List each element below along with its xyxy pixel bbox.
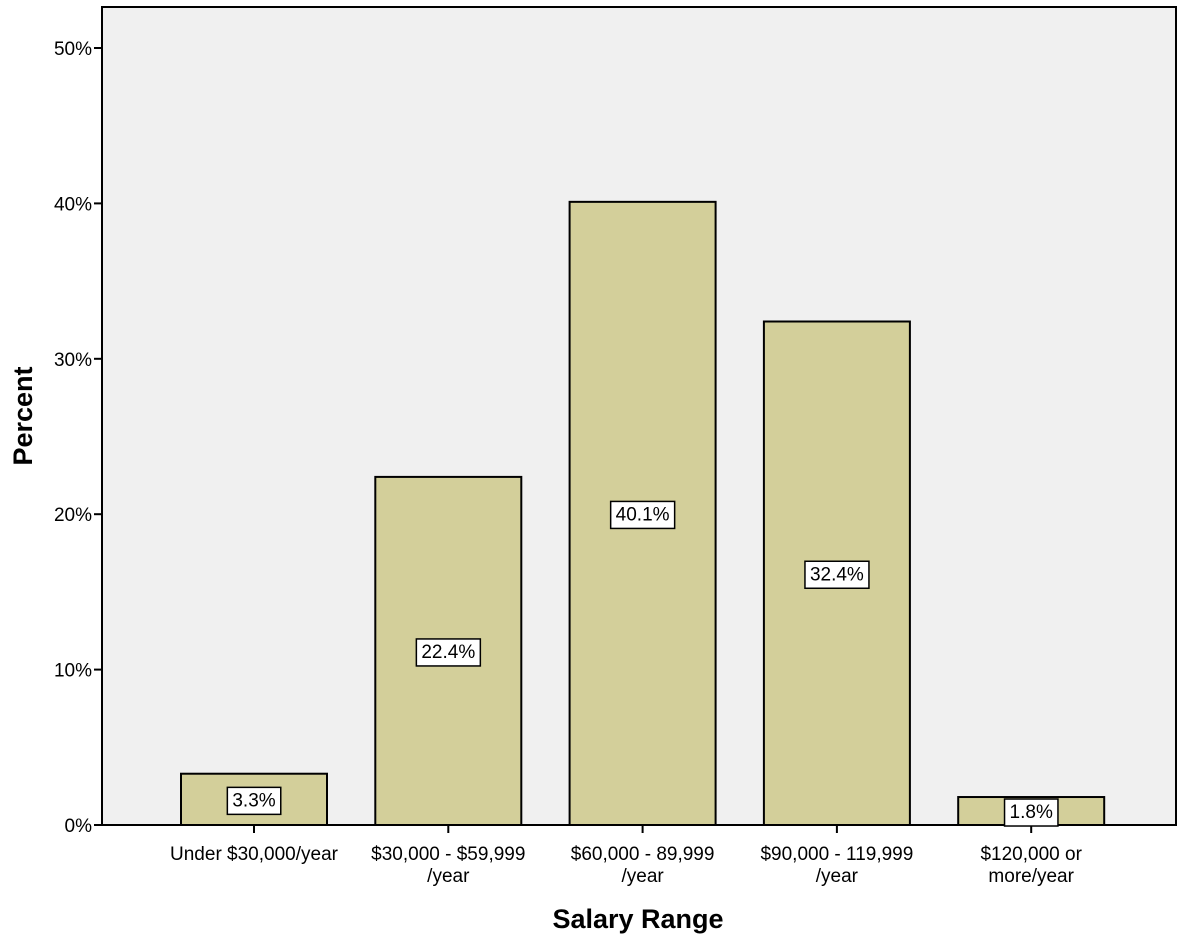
data-label: 1.8% bbox=[1003, 798, 1059, 827]
x-axis: Under $30,000/year $30,000 - $59,999/year… bbox=[170, 825, 1083, 887]
data-label-text: 32.4% bbox=[810, 564, 864, 585]
y-tick-label: 10% bbox=[54, 661, 92, 682]
data-label-box bbox=[226, 786, 282, 816]
data-label-box bbox=[609, 500, 676, 530]
y-axis-title: Percent bbox=[8, 366, 38, 465]
data-label-box bbox=[1003, 798, 1059, 827]
data-label: 32.4% bbox=[804, 560, 870, 590]
y-axis: 0% 10% 20% 30% 40% 50% bbox=[54, 39, 102, 837]
data-label-text: 40.1% bbox=[616, 504, 670, 525]
data-labels: 3.3% 22.4% 40.1% 32.4% 1.8% bbox=[226, 500, 1059, 827]
data-label-text: 22.4% bbox=[421, 642, 475, 663]
y-tick-label: 40% bbox=[54, 194, 92, 215]
y-tick-label: 30% bbox=[54, 350, 92, 371]
data-label-text: 1.8% bbox=[1010, 802, 1053, 823]
data-label-text: 3.3% bbox=[232, 790, 275, 811]
bars bbox=[180, 200, 1106, 827]
x-axis-title: Salary Range bbox=[552, 904, 723, 934]
data-label: 22.4% bbox=[415, 638, 482, 667]
x-tick-label: $120,000 or more/year bbox=[980, 844, 1082, 887]
y-tick-label: 20% bbox=[54, 505, 92, 526]
data-label-box bbox=[415, 638, 482, 667]
data-label-box bbox=[804, 560, 870, 590]
data-label: 3.3% bbox=[226, 786, 282, 816]
x-tick-label: $30,000 - $59,999/year bbox=[371, 844, 525, 887]
y-tick-label: 0% bbox=[65, 816, 93, 837]
data-label: 40.1% bbox=[609, 500, 676, 530]
x-tick-label: $60,000 - 89,999/year bbox=[571, 844, 715, 887]
y-tick-label: 50% bbox=[54, 39, 92, 60]
x-tick-label: Under $30,000/year bbox=[170, 844, 339, 865]
x-tick-label: $90,000 - 119,999/year bbox=[760, 844, 913, 887]
